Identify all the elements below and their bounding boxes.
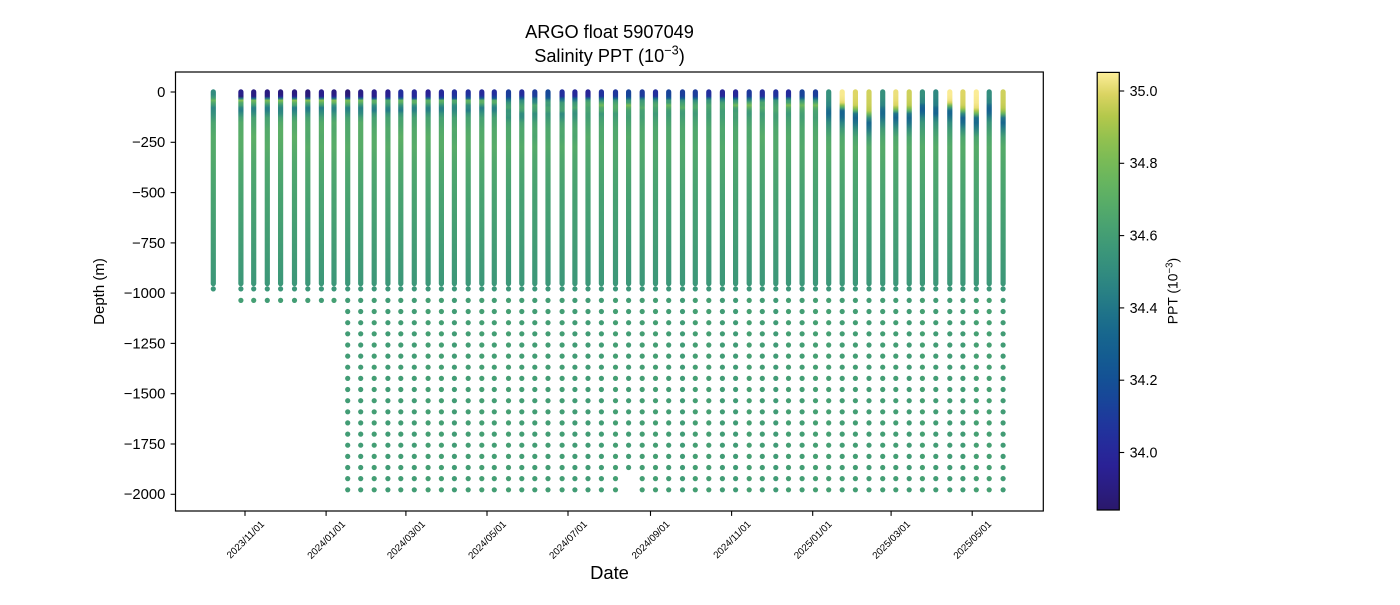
svg-text:34.8: 34.8 — [1130, 156, 1158, 172]
svg-text:PPT (10−3): PPT (10−3) — [1165, 258, 1181, 324]
svg-text:−1000: −1000 — [124, 286, 166, 302]
svg-text:−1500: −1500 — [124, 387, 166, 403]
svg-text:Date: Date — [590, 562, 629, 583]
svg-text:35.0: 35.0 — [1130, 84, 1158, 100]
svg-text:Depth (m): Depth (m) — [91, 258, 108, 325]
svg-text:34.4: 34.4 — [1130, 301, 1158, 317]
svg-text:0: 0 — [157, 85, 165, 101]
svg-text:−1750: −1750 — [124, 437, 166, 453]
svg-text:−500: −500 — [132, 186, 165, 202]
svg-text:34.2: 34.2 — [1130, 373, 1158, 389]
svg-text:ARGO float 5907049: ARGO float 5907049 — [525, 22, 694, 42]
svg-text:−1250: −1250 — [124, 336, 166, 352]
svg-text:Salinity PPT (10−3): Salinity PPT (10−3) — [534, 44, 685, 66]
svg-text:34.0: 34.0 — [1130, 445, 1158, 461]
svg-text:−750: −750 — [132, 236, 165, 252]
svg-text:34.6: 34.6 — [1130, 229, 1158, 245]
svg-text:−2000: −2000 — [124, 487, 166, 503]
svg-text:−250: −250 — [132, 135, 165, 151]
